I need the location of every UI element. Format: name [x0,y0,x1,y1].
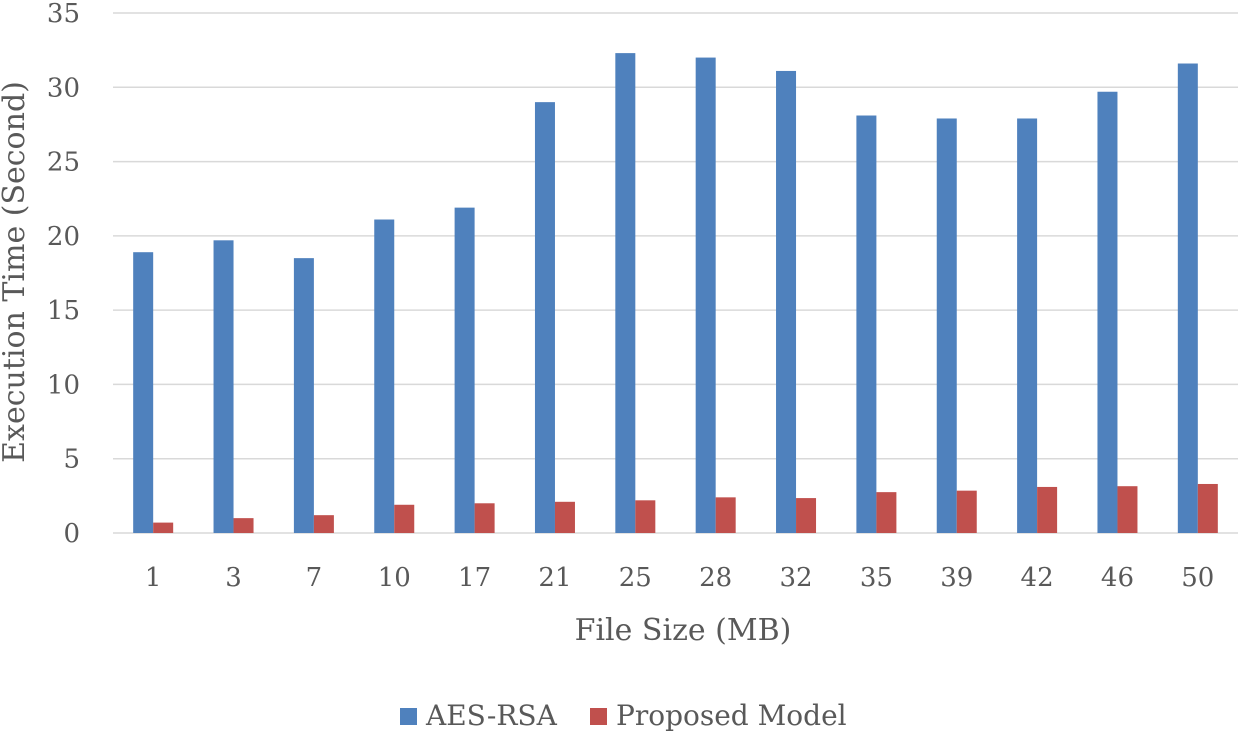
bar-proposed-model [796,498,817,533]
bar-aes-rsa [776,70,797,533]
y-tick-label: 5 [63,445,80,475]
x-tick-label: 32 [779,563,812,593]
x-tick-label: 35 [860,563,893,593]
legend-label: AES-RSA [425,699,558,732]
x-tick-label: 10 [378,563,411,593]
bar-aes-rsa [293,258,314,533]
bar-aes-rsa [1097,91,1118,533]
x-tick-label: 3 [225,563,242,593]
bar-proposed-model [1117,486,1138,533]
bar-aes-rsa [374,219,395,533]
bar-proposed-model [876,492,897,533]
bar-proposed-model [394,504,415,533]
bar-aes-rsa [1177,63,1198,534]
bar-aes-rsa [454,207,475,533]
bar-aes-rsa [695,57,716,533]
x-tick-label: 39 [940,563,973,593]
y-tick-label: 0 [63,519,80,549]
y-tick-label: 20 [47,222,80,252]
y-tick-label: 10 [47,370,80,400]
y-tick-label: 30 [47,73,80,103]
x-tick-label: 28 [699,563,732,593]
y-axis-title: Execution Time (Second) [0,81,32,463]
bar-proposed-model [313,515,334,533]
bar-aes-rsa [936,118,957,533]
bar-proposed-model [635,500,656,533]
bar-aes-rsa [213,240,234,534]
bar-proposed-model [233,518,254,533]
bar-proposed-model [1197,483,1218,533]
bar-proposed-model [715,497,736,533]
bar-aes-rsa [1017,118,1038,533]
legend: AES-RSA Proposed Model [400,699,847,732]
bar-proposed-model [956,490,977,533]
bar-aes-rsa [856,115,877,533]
bar-proposed-model [1037,486,1058,533]
x-axis-title: File Size (MB) [575,613,792,648]
bar-proposed-model [474,503,495,533]
legend-swatch [590,708,607,725]
bar-aes-rsa [133,252,154,533]
bar-proposed-model [554,501,575,533]
x-tick-label: 25 [619,563,652,593]
x-tick-label: 42 [1021,563,1054,593]
x-tick-label: 7 [306,563,323,593]
bar-proposed-model [153,522,174,533]
x-tick-label: 1 [145,563,162,593]
y-axis-ticks: 0 5 10 15 20 25 30 35 [47,0,80,549]
y-tick-label: 35 [47,0,80,29]
bar-aes-rsa [615,53,636,533]
legend-swatch [400,708,417,725]
y-tick-label: 15 [47,296,80,326]
bars [133,53,1218,534]
bar-aes-rsa [534,102,555,534]
gridlines [113,12,1238,534]
x-axis-ticks: 1 3 7 10 17 21 25 28 32 35 39 42 46 50 [145,563,1214,593]
x-tick-label: 50 [1181,563,1214,593]
x-tick-label: 17 [458,563,491,593]
legend-label: Proposed Model [616,699,847,732]
x-tick-label: 46 [1101,563,1134,593]
x-tick-label: 21 [538,563,571,593]
y-tick-label: 25 [47,148,80,178]
